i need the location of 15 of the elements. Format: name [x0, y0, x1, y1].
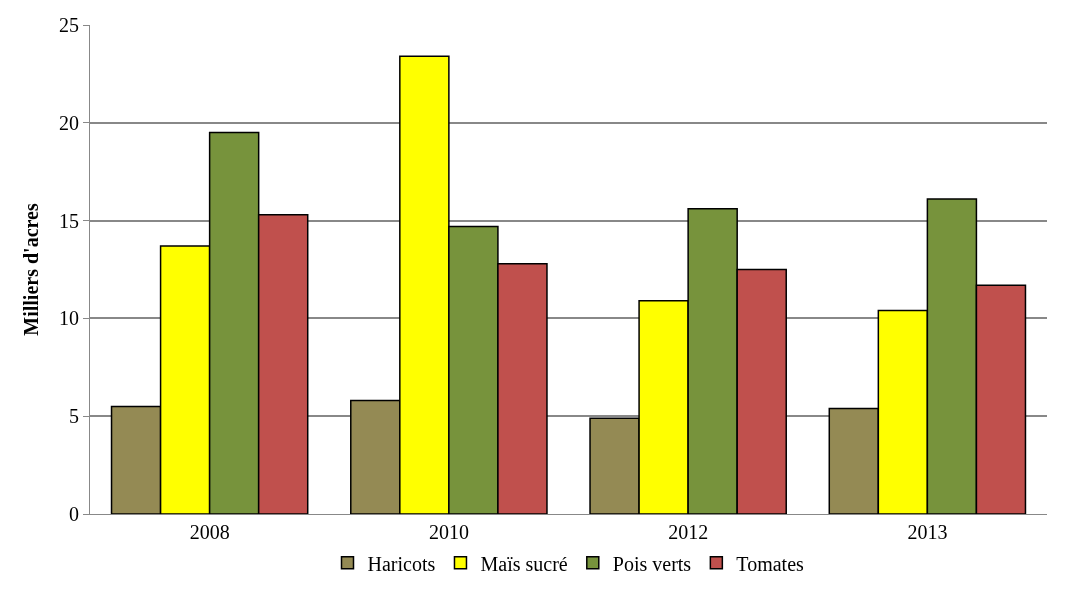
x-tick-label: 2012: [668, 521, 709, 543]
legend-label: Pois verts: [612, 552, 692, 575]
y-tick-label: 10: [59, 307, 79, 330]
x-tick-label: 2010: [428, 521, 469, 543]
legend-label: Maïs sucré: [480, 552, 568, 575]
legend-label: Haricots: [367, 552, 436, 575]
y-tick-label: 15: [59, 209, 79, 232]
x-tick-label: 2013: [907, 521, 948, 543]
legend-label: Tomates: [736, 552, 805, 575]
y-tick-label: 20: [59, 111, 79, 134]
y-tick-label: 5: [69, 405, 79, 428]
y-tick-label: 25: [59, 14, 79, 36]
y-axis-title: Milliers d'acres: [19, 203, 42, 336]
x-tick-label: 2008: [189, 521, 230, 543]
y-tick-label: 0: [69, 503, 79, 525]
